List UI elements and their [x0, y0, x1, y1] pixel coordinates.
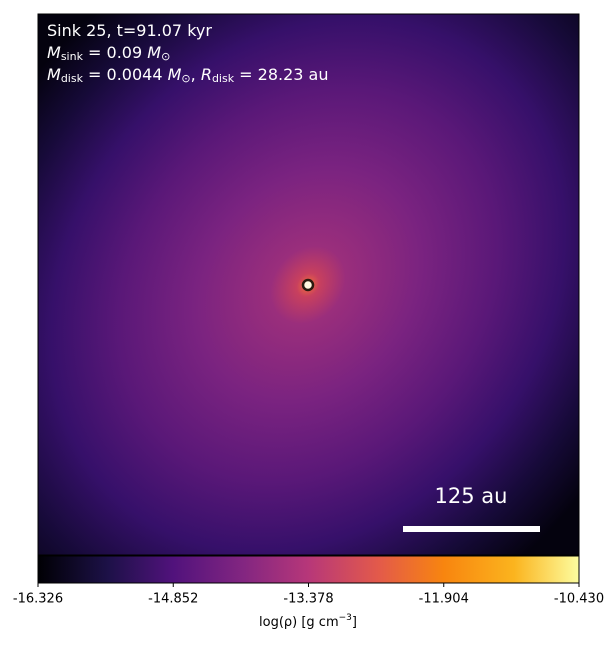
annotation-text: R: [201, 65, 212, 84]
colorbar-tick-label: -10.430: [554, 592, 604, 607]
annotation-text: sink: [61, 50, 84, 63]
annotation-text: disk: [61, 72, 84, 85]
colorbar: [37, 555, 580, 584]
annotation-text: Sink 25, t=91.07 kyr: [47, 21, 212, 40]
annotation-text: ,: [191, 65, 201, 84]
annotation-text: M: [147, 43, 161, 62]
colorbar-tick-label: -13.378: [283, 592, 333, 607]
colorbar-label: log(ρ) [g cm−3]: [259, 613, 357, 630]
colorbar-label-text: log(ρ) [g cm: [259, 615, 339, 630]
annotation-text: ⊙: [161, 50, 170, 63]
annotation-text: = 0.0044: [83, 65, 168, 84]
colorbar-tick-label: -11.904: [419, 592, 469, 607]
annotation-text: disk: [212, 72, 235, 85]
annotation: Sink 25, t=91.07 kyr: [47, 21, 212, 40]
annotation: Mdisk = 0.0044 M⊙, Rdisk = 28.23 au: [47, 65, 329, 86]
annotation-text: M: [47, 43, 61, 62]
colorbar-tick-label: -16.326: [13, 592, 63, 607]
annotation-text: M: [168, 65, 182, 84]
annotation-text: = 28.23 au: [234, 65, 328, 84]
colorbar-label-text: −3: [339, 613, 352, 623]
annotation: Msink = 0.09 M⊙: [47, 43, 170, 64]
scalebar-label: 125 au: [435, 484, 508, 508]
colorbar-label-text: ]: [352, 615, 357, 630]
annotation-text: ⊙: [181, 72, 190, 85]
colorbar-tick-label: -14.852: [148, 592, 198, 607]
sink-marker: [301, 278, 315, 292]
scalebar: [403, 526, 540, 532]
annotation-text: M: [47, 65, 61, 84]
annotation-text: = 0.09: [83, 43, 147, 62]
